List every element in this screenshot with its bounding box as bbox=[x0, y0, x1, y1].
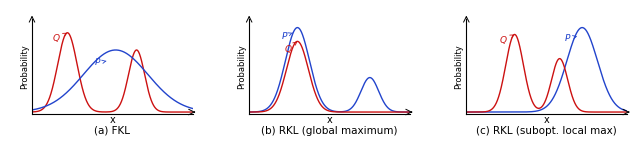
Title: (a) FKL: (a) FKL bbox=[95, 126, 131, 136]
Text: Q: Q bbox=[285, 42, 297, 54]
Y-axis label: Probability: Probability bbox=[237, 44, 246, 89]
Text: Q: Q bbox=[500, 35, 514, 45]
Y-axis label: Probability: Probability bbox=[454, 44, 463, 89]
Title: (b) RKL (global maximum): (b) RKL (global maximum) bbox=[261, 126, 398, 136]
X-axis label: x: x bbox=[544, 115, 550, 125]
Text: Q: Q bbox=[53, 33, 67, 43]
Text: P: P bbox=[282, 32, 292, 41]
Y-axis label: Probability: Probability bbox=[20, 44, 29, 89]
Text: P: P bbox=[564, 34, 577, 43]
X-axis label: x: x bbox=[327, 115, 332, 125]
Text: P: P bbox=[95, 58, 106, 67]
Title: (c) RKL (subopt. local max): (c) RKL (subopt. local max) bbox=[476, 126, 617, 136]
X-axis label: x: x bbox=[109, 115, 115, 125]
